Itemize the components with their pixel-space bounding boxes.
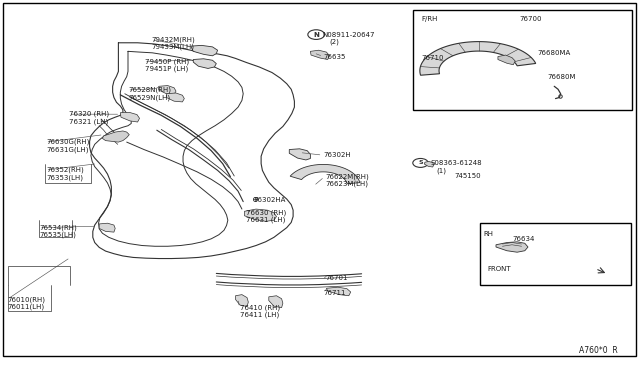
Text: A760*0  R: A760*0 R (579, 346, 618, 355)
Polygon shape (193, 59, 216, 68)
Polygon shape (424, 161, 434, 167)
Polygon shape (269, 296, 283, 308)
Text: 76353(LH): 76353(LH) (46, 174, 83, 181)
Text: 76010(RH): 76010(RH) (8, 296, 45, 303)
Polygon shape (498, 55, 515, 65)
Polygon shape (99, 223, 115, 232)
Text: S: S (418, 160, 423, 166)
Text: 76701: 76701 (325, 275, 348, 281)
Text: 76302HA: 76302HA (253, 197, 286, 203)
Polygon shape (159, 86, 176, 94)
Text: 745150: 745150 (454, 173, 481, 179)
Text: 79451P (LH): 79451P (LH) (145, 65, 188, 72)
Bar (480, 223, 631, 285)
Polygon shape (236, 295, 248, 307)
Text: 76535(LH): 76535(LH) (40, 232, 77, 238)
Text: 79450P (RH): 79450P (RH) (145, 58, 189, 65)
Polygon shape (191, 45, 218, 56)
Text: 76622M(RH): 76622M(RH) (325, 173, 369, 180)
Polygon shape (420, 42, 536, 75)
Text: N: N (313, 32, 319, 38)
Polygon shape (496, 242, 528, 252)
Text: 76630 (RH): 76630 (RH) (246, 209, 287, 216)
Text: 76534(RH): 76534(RH) (40, 224, 77, 231)
Text: 76634: 76634 (512, 236, 534, 242)
Text: FRONT: FRONT (488, 266, 511, 272)
Text: 76700: 76700 (520, 16, 542, 22)
Text: S08363-61248: S08363-61248 (430, 160, 482, 166)
Polygon shape (310, 50, 330, 60)
Text: 76411 (LH): 76411 (LH) (240, 312, 279, 318)
Bar (413, 10, 632, 110)
Text: 76528N(RH): 76528N(RH) (128, 87, 171, 93)
Text: F/RH: F/RH (421, 16, 438, 22)
Text: 76680MA: 76680MA (538, 50, 571, 56)
Polygon shape (244, 209, 276, 221)
Text: 76623M(LH): 76623M(LH) (325, 181, 368, 187)
Polygon shape (166, 93, 184, 102)
Text: 76680M: 76680M (547, 74, 576, 80)
Text: 76529N(LH): 76529N(LH) (128, 94, 170, 101)
Text: (2): (2) (330, 39, 339, 45)
Polygon shape (326, 287, 351, 296)
Text: 76631 (LH): 76631 (LH) (246, 217, 286, 224)
Text: 76635: 76635 (324, 54, 346, 60)
Polygon shape (102, 131, 129, 142)
Text: 76410 (RH): 76410 (RH) (240, 304, 280, 311)
Polygon shape (290, 164, 360, 184)
Text: 79433M(LH): 79433M(LH) (152, 44, 195, 51)
Text: 76321 (LH): 76321 (LH) (69, 118, 108, 125)
Text: 76302H: 76302H (323, 152, 351, 158)
Text: RH: RH (484, 231, 494, 237)
Text: 76631G(LH): 76631G(LH) (46, 146, 88, 153)
Polygon shape (120, 112, 140, 122)
Text: 76011(LH): 76011(LH) (8, 304, 45, 310)
Text: 76711: 76711 (323, 290, 346, 296)
Text: 76710: 76710 (421, 55, 444, 61)
Text: 79432M(RH): 79432M(RH) (152, 36, 195, 43)
Text: (1): (1) (436, 167, 447, 174)
Text: 76352(RH): 76352(RH) (46, 167, 84, 173)
Text: N08911-20647: N08911-20647 (322, 32, 374, 38)
Polygon shape (289, 149, 310, 160)
Text: 76320 (RH): 76320 (RH) (69, 111, 109, 118)
Text: 76630G(RH): 76630G(RH) (46, 139, 90, 145)
